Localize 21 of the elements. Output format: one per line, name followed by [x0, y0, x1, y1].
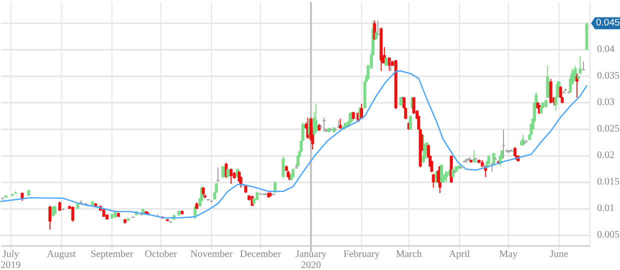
text: 0.045	[596, 18, 620, 29]
x-tick-label: September	[90, 249, 134, 260]
x-tick-label: May	[499, 249, 518, 260]
x-tick-label: June	[550, 249, 569, 260]
x-tick-label: July 2019	[0, 249, 21, 270]
y-tick-label: 0.03	[597, 97, 614, 108]
y-tick-label: 0.01	[597, 203, 614, 214]
x-tick-label: October	[144, 249, 178, 260]
x-tick-label: August	[46, 249, 76, 260]
x-tick-label: December	[240, 249, 282, 260]
y-tick-label: 0.035	[597, 70, 620, 82]
y-tick-label: 0.005	[597, 230, 620, 241]
x-tick-label: March	[396, 249, 422, 260]
y-tick-label: 0.015	[597, 176, 620, 188]
y-tick-label: 0.02	[597, 150, 614, 162]
y-tick-label: 0.025	[597, 124, 620, 135]
x-tick-label: April	[448, 249, 470, 260]
y-tick-label: 0.04	[597, 44, 614, 56]
x-tick-label: February	[344, 249, 380, 260]
x-tick-label: November	[190, 249, 234, 260]
x-tick-label: January 2020	[295, 249, 327, 270]
